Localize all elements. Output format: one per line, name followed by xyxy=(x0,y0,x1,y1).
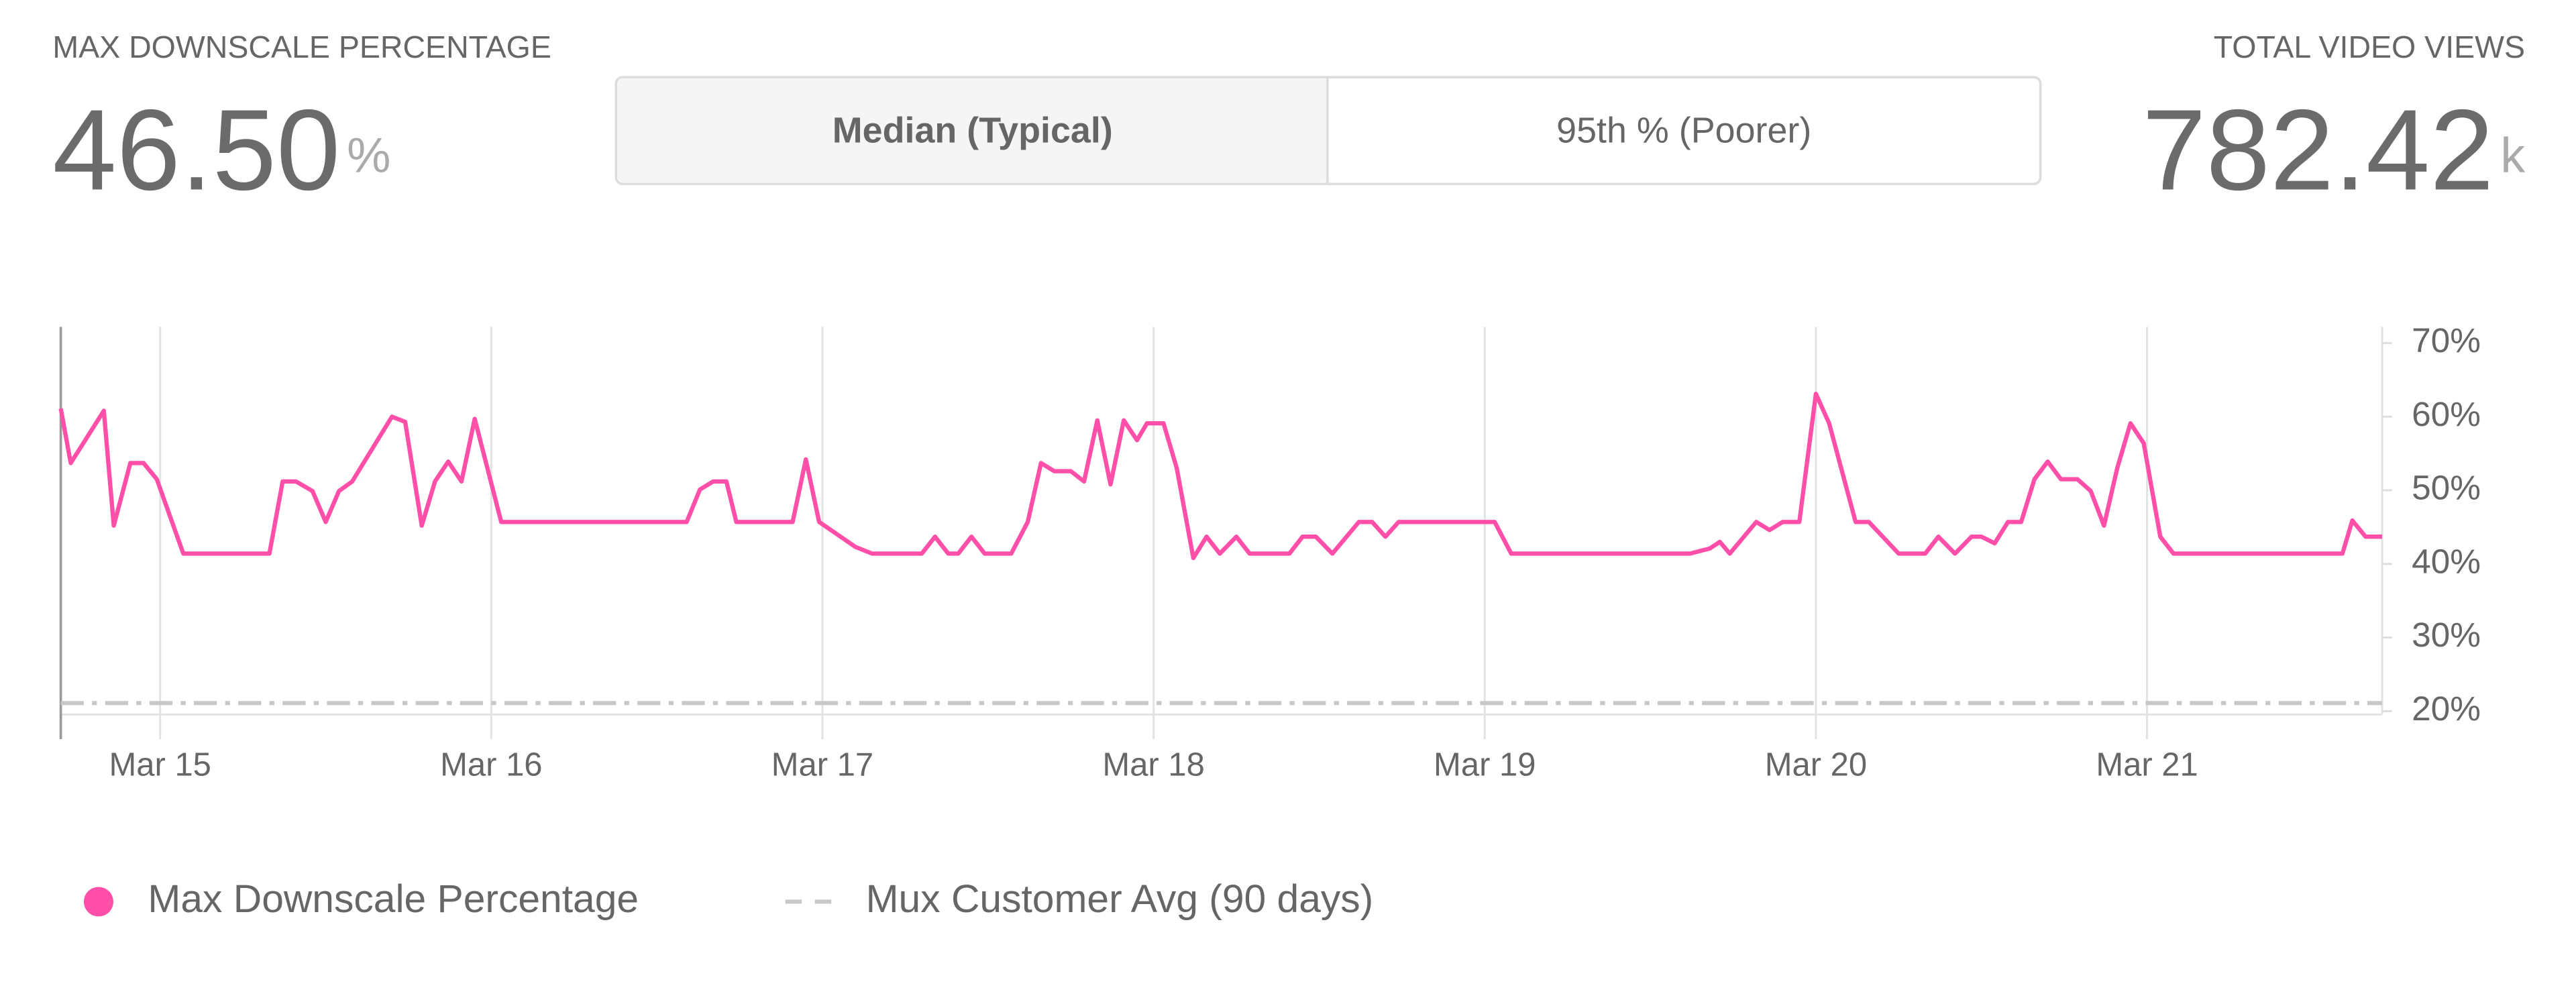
series-line xyxy=(58,392,2383,561)
legend-label: Mux Customer Avg (90 days) xyxy=(866,877,1374,921)
x-tick-label: Mar 16 xyxy=(440,747,542,783)
x-tick-label: Mar 21 xyxy=(2096,747,2198,783)
toggle-label[interactable]: 95th % (Poorer) xyxy=(1556,111,1811,151)
toggle-button[interactable] xyxy=(617,78,1328,182)
metric-value: 782.42 k xyxy=(2142,87,2525,215)
y-tick-label: 70% xyxy=(2412,321,2481,359)
plot: Mar 15 Mar 16 Mar 17 Mar 18 Mar 19 Mar 20 Mar … xyxy=(58,321,2481,783)
toggle-label[interactable]: Median (Typical) xyxy=(833,111,1113,151)
y-tick-label: 40% xyxy=(2412,541,2481,580)
metric-unit: % xyxy=(347,127,390,183)
x-tick-label: Mar 19 xyxy=(1434,747,1536,783)
metric-number: 782.42 xyxy=(2142,87,2493,215)
metric-label: TOTAL VIDEO VIEWS xyxy=(2214,30,2525,64)
metric-number: 46.50 xyxy=(52,87,340,215)
y-tick-label: 30% xyxy=(2412,615,2481,654)
x-tick-label: Mar 15 xyxy=(109,747,211,783)
toggle: Median (Typical) 95th % (Poorer) xyxy=(614,76,2042,186)
x-tick-label: Mar 18 xyxy=(1102,747,1204,783)
metric-value: 46.50% xyxy=(52,87,390,215)
x-tick-label: Mar 17 xyxy=(771,747,873,783)
legend-marker xyxy=(83,887,113,917)
y-tick-label: 60% xyxy=(2412,394,2481,433)
metric-label: MAX DOWNSCALE PERCENTAGE xyxy=(52,30,551,64)
y-tick-label: 50% xyxy=(2412,468,2481,507)
legend-label: Max Downscale Percentage xyxy=(148,877,639,921)
y-tick-label: 20% xyxy=(2412,689,2481,728)
x-tick-label: Mar 20 xyxy=(1765,747,1867,783)
metric-unit: k xyxy=(2500,127,2525,183)
